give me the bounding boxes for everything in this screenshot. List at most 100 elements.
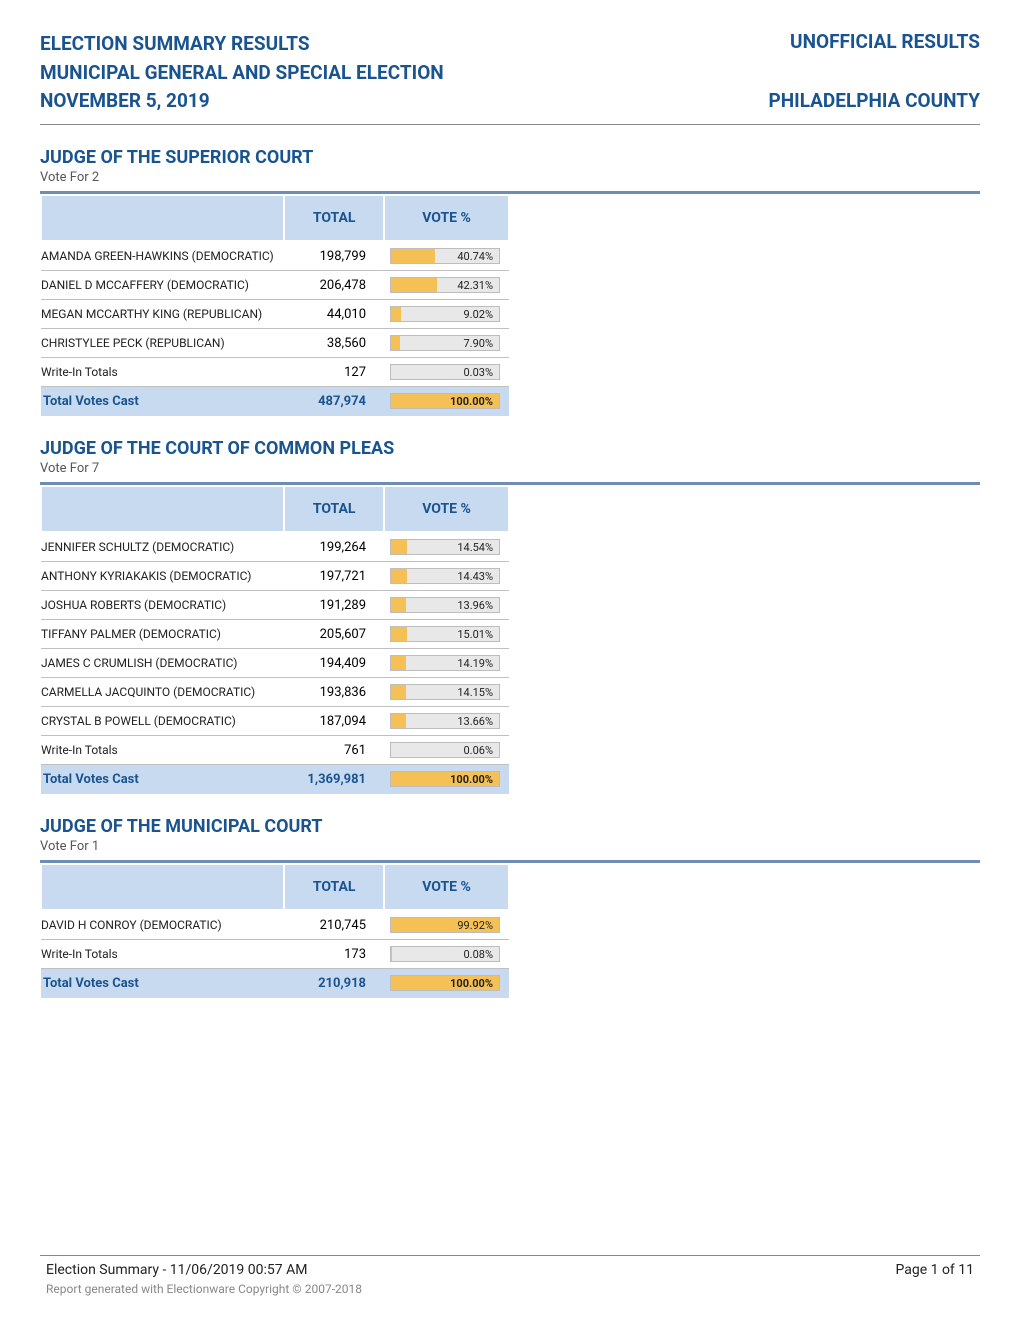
pct-bar: 9.02% — [390, 306, 500, 322]
header-left: ELECTION SUMMARY RESULTS MUNICIPAL GENER… — [40, 30, 444, 116]
pct-bar: 14.43% — [390, 568, 500, 584]
contests-container: JUDGE OF THE SUPERIOR COURTVote For 2TOT… — [40, 147, 980, 998]
pct-bar: 0.06% — [390, 742, 500, 758]
candidate-total: 761 — [284, 735, 384, 764]
pct-bar-label: 42.31% — [391, 278, 493, 292]
footer-right: Page 1 of 11 — [895, 1262, 974, 1278]
pct-bar: 0.08% — [390, 946, 500, 962]
table-row: CARMELLA JACQUINTO (DEMOCRATIC)193,836 14… — [41, 677, 509, 706]
candidate-pct-cell: 40.74% — [384, 241, 509, 271]
column-header-name — [41, 864, 284, 910]
table-row: Write-In Totals7610.06% — [41, 735, 509, 764]
pct-bar-label: 100.00% — [391, 394, 493, 408]
pct-bar-label: 14.43% — [391, 569, 493, 583]
column-header-total: TOTAL — [284, 864, 384, 910]
candidate-pct-cell: 0.08% — [384, 939, 509, 968]
header-unofficial: UNOFFICIAL RESULTS — [768, 30, 980, 53]
candidate-total: 205,607 — [284, 619, 384, 648]
candidate-total: 44,010 — [284, 299, 384, 328]
candidate-name: CRYSTAL B POWELL (DEMOCRATIC) — [41, 706, 284, 735]
table-row: JAMES C CRUMLISH (DEMOCRATIC)194,409 14.1… — [41, 648, 509, 677]
table-row: DANIEL D MCCAFFERY (DEMOCRATIC)206,478 42… — [41, 270, 509, 299]
results-table: TOTALVOTE %JENNIFER SCHULTZ (DEMOCRATIC)… — [40, 485, 510, 794]
contest-vote-for: Vote For 1 — [40, 839, 980, 854]
candidate-pct-cell: 42.31% — [384, 270, 509, 299]
pct-bar-label: 14.15% — [391, 685, 493, 699]
footer-rule — [40, 1255, 980, 1256]
header-line-1: ELECTION SUMMARY RESULTS — [40, 30, 444, 59]
candidate-pct-cell: 14.19% — [384, 648, 509, 677]
candidate-pct-cell: 99.92% — [384, 910, 509, 940]
pct-bar-label: 14.19% — [391, 656, 493, 670]
candidate-name: MEGAN MCCARTHY KING (REPUBLICAN) — [41, 299, 284, 328]
total-value: 1,369,981 — [284, 764, 384, 794]
column-header-name — [41, 486, 284, 532]
table-row: DAVID H CONROY (DEMOCRATIC)210,74599.92% — [41, 910, 509, 940]
pct-bar-label: 40.74% — [391, 249, 493, 263]
candidate-total: 191,289 — [284, 590, 384, 619]
pct-bar-label: 0.03% — [391, 365, 493, 379]
candidate-total: 38,560 — [284, 328, 384, 357]
contest: JUDGE OF THE SUPERIOR COURTVote For 2TOT… — [40, 147, 980, 416]
candidate-total: 194,409 — [284, 648, 384, 677]
table-row: MEGAN MCCARTHY KING (REPUBLICAN)44,010 9.… — [41, 299, 509, 328]
table-row: JENNIFER SCHULTZ (DEMOCRATIC)199,26414.5… — [41, 532, 509, 562]
results-table: TOTALVOTE %AMANDA GREEN-HAWKINS (DEMOCRA… — [40, 194, 510, 416]
candidate-total: 206,478 — [284, 270, 384, 299]
header-right: UNOFFICIAL RESULTS PHILADELPHIA COUNTY — [768, 30, 980, 112]
pct-bar: 15.01% — [390, 626, 500, 642]
candidate-name: JENNIFER SCHULTZ (DEMOCRATIC) — [41, 532, 284, 562]
candidate-pct-cell: 13.96% — [384, 590, 509, 619]
pct-bar: 14.15% — [390, 684, 500, 700]
pct-bar: 40.74% — [390, 248, 500, 264]
header-line-2: MUNICIPAL GENERAL AND SPECIAL ELECTION — [40, 59, 444, 88]
pct-bar: 42.31% — [390, 277, 500, 293]
candidate-name: CARMELLA JACQUINTO (DEMOCRATIC) — [41, 677, 284, 706]
candidate-pct-cell: 7.90% — [384, 328, 509, 357]
table-row: ANTHONY KYRIAKAKIS (DEMOCRATIC)197,721 14… — [41, 561, 509, 590]
report-header: ELECTION SUMMARY RESULTS MUNICIPAL GENER… — [40, 30, 980, 125]
contest-title: JUDGE OF THE MUNICIPAL COURT — [40, 816, 980, 837]
total-pct-cell: 100.00% — [384, 764, 509, 794]
candidate-pct-cell: 14.54% — [384, 532, 509, 562]
candidate-pct-cell: 0.06% — [384, 735, 509, 764]
results-table: TOTALVOTE %DAVID H CONROY (DEMOCRATIC)21… — [40, 863, 510, 998]
candidate-total: 199,264 — [284, 532, 384, 562]
pct-bar: 99.92% — [390, 917, 500, 933]
pct-bar-label: 7.90% — [391, 336, 493, 350]
candidate-total: 210,745 — [284, 910, 384, 940]
table-row: Write-In Totals1270.03% — [41, 357, 509, 386]
pct-bar-label: 0.06% — [391, 743, 493, 757]
table-row: TIFFANY PALMER (DEMOCRATIC)205,607 15.01% — [41, 619, 509, 648]
candidate-pct-cell: 14.15% — [384, 677, 509, 706]
pct-bar-label: 0.08% — [391, 947, 493, 961]
candidate-total: 193,836 — [284, 677, 384, 706]
footer-left: Election Summary - 11/06/2019 00:57 AM — [46, 1262, 307, 1278]
pct-bar: 7.90% — [390, 335, 500, 351]
candidate-total: 187,094 — [284, 706, 384, 735]
total-pct-cell: 100.00% — [384, 968, 509, 998]
total-row: Total Votes Cast210,918100.00% — [41, 968, 509, 998]
candidate-name: TIFFANY PALMER (DEMOCRATIC) — [41, 619, 284, 648]
candidate-total: 198,799 — [284, 241, 384, 271]
candidate-name: ANTHONY KYRIAKAKIS (DEMOCRATIC) — [41, 561, 284, 590]
table-row: JOSHUA ROBERTS (DEMOCRATIC)191,28913.96% — [41, 590, 509, 619]
pct-bar-label: 100.00% — [391, 976, 493, 990]
total-value: 210,918 — [284, 968, 384, 998]
pct-bar: 100.00% — [390, 975, 500, 991]
candidate-name: AMANDA GREEN-HAWKINS (DEMOCRATIC) — [41, 241, 284, 271]
column-header-vote-pct: VOTE % — [384, 195, 509, 241]
pct-bar-label: 100.00% — [391, 772, 493, 786]
table-row: CHRISTYLEE PECK (REPUBLICAN)38,560 7.90% — [41, 328, 509, 357]
candidate-total: 173 — [284, 939, 384, 968]
candidate-pct-cell: 0.03% — [384, 357, 509, 386]
candidate-name: Write-In Totals — [41, 939, 284, 968]
contest: JUDGE OF THE MUNICIPAL COURT Vote For 1 TO… — [40, 816, 980, 998]
candidate-name: JAMES C CRUMLISH (DEMOCRATIC) — [41, 648, 284, 677]
column-header-total: TOTAL — [284, 486, 384, 532]
table-row: CRYSTAL B POWELL (DEMOCRATIC)187,09413.6… — [41, 706, 509, 735]
report-footer: Election Summary - 11/06/2019 00:57 AM P… — [40, 1255, 980, 1296]
candidate-name: DANIEL D MCCAFFERY (DEMOCRATIC) — [41, 270, 284, 299]
candidate-name: CHRISTYLEE PECK (REPUBLICAN) — [41, 328, 284, 357]
candidate-total: 197,721 — [284, 561, 384, 590]
